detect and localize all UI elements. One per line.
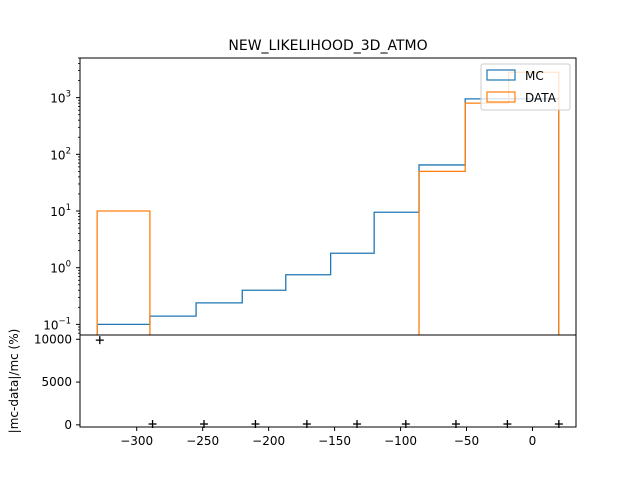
ratio-point: [95, 336, 104, 345]
x-tick-label: −150: [318, 434, 351, 448]
ratio-y-axis-label: |mc-data|/mc (%): [7, 329, 21, 434]
legend-entry-data: DATA: [486, 91, 557, 105]
ratio-point: [302, 420, 311, 429]
ratio-point: [353, 420, 362, 429]
ratio-y-tick-label: 0: [64, 418, 72, 432]
ratio-y-tick-label: 5000: [41, 375, 72, 389]
legend-swatch: [486, 91, 516, 103]
top-y-tick-label: 103: [50, 90, 71, 106]
chart-title: NEW_LIKELIHOOD_3D_ATMO: [228, 38, 427, 54]
legend-label: DATA: [525, 91, 557, 105]
x-tick-label: −100: [384, 434, 417, 448]
ratio-point: [148, 420, 157, 429]
ratio-point: [503, 420, 512, 429]
ratio-y-tick-label: 10000: [34, 332, 72, 346]
ratio-point: [554, 420, 563, 429]
histogram-mc: [96, 98, 560, 335]
top-y-tick-label: 101: [50, 203, 71, 219]
ratio-point: [251, 420, 260, 429]
top-y-tick-label: 100: [50, 260, 71, 276]
top-plot: 103 102 101 100 10−1: [43, 57, 577, 336]
legend: MC DATA: [480, 63, 571, 111]
legend-label: MC: [525, 69, 544, 83]
legend-swatch: [486, 69, 516, 81]
ratio-point: [200, 420, 208, 429]
top-y-tick-label: 102: [50, 146, 71, 162]
histogram-data: [96, 71, 560, 335]
legend-box: [480, 63, 571, 111]
legend-entry-mc: MC: [486, 69, 544, 83]
top-y-tick-label: 10−1: [43, 316, 71, 332]
x-tick-label: −200: [252, 434, 285, 448]
x-tick-label: 0: [529, 434, 537, 448]
ratio-plot: 10000 5000 0 −300 −250 −200 −150 −100 −50 0: [34, 332, 577, 448]
ratio-point: [451, 420, 460, 429]
ratio-point: [401, 420, 410, 429]
x-tick-label: −250: [186, 434, 219, 448]
x-tick-label: −300: [120, 434, 153, 448]
x-tick-label: −50: [454, 434, 479, 448]
ratio-plot-frame: [79, 334, 577, 428]
